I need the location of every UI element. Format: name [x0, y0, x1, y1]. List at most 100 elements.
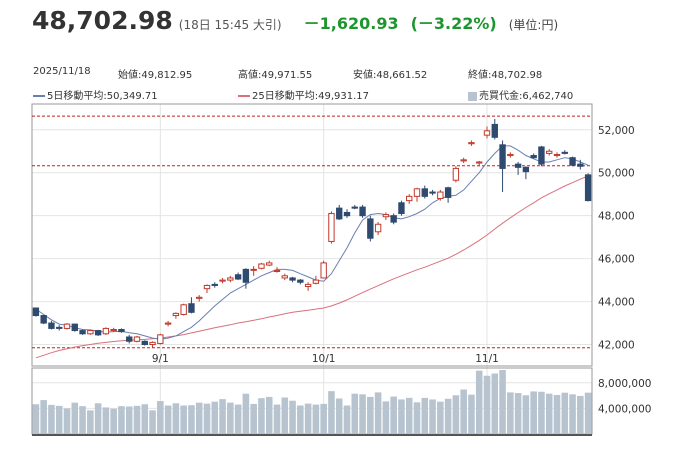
volume-bar: [125, 406, 133, 434]
volume-bar: [569, 394, 576, 434]
volume-bar: [195, 402, 203, 434]
volume-bar: [374, 392, 382, 434]
volume-bar: [79, 406, 86, 434]
volume-bar: [561, 392, 569, 434]
volume-bar: [281, 397, 289, 434]
volume-bar: [577, 395, 584, 434]
candle-body: [312, 279, 320, 284]
ma25-value: 49,931.17: [318, 91, 369, 102]
volume-bar: [530, 391, 537, 434]
volume-bar: [553, 394, 561, 434]
candle-body: [258, 263, 265, 269]
volume-bar: [273, 404, 281, 434]
candle-body: [437, 191, 444, 199]
candle-body: [289, 277, 296, 281]
candle-body: [141, 340, 148, 346]
candle-body: [561, 151, 568, 154]
volume-bar: [118, 406, 125, 434]
candle-body: [110, 328, 117, 332]
candle-body: [40, 315, 47, 324]
volume-bar: [468, 394, 475, 434]
volume-bar: [382, 401, 390, 434]
volume-bar: [219, 399, 226, 434]
volume-bar: [367, 396, 374, 434]
volume-baseline: [32, 434, 592, 436]
volume-bar: [351, 393, 359, 434]
volume-bar: [584, 392, 592, 434]
volume-bar: [304, 403, 312, 434]
ma5-value: 50,349.71: [106, 91, 158, 102]
quote-header: 48,702.98 (18日 15:45 大引) －1,620.93 (－3.22%)…: [32, 6, 558, 35]
volume-bar: [32, 404, 40, 434]
volume-bar: [164, 405, 172, 434]
volume-bar: [203, 403, 211, 434]
candle-body: [374, 223, 382, 233]
candle-body: [421, 188, 428, 197]
candle-body: [219, 279, 226, 282]
candle-body: [48, 322, 55, 329]
volume-bar: [405, 397, 413, 434]
candle-body: [553, 153, 561, 157]
date-tick-label: 10/1: [312, 353, 336, 365]
candle-body: [297, 279, 304, 283]
candle-body: [507, 153, 514, 157]
price-tick-label: 46,000: [598, 254, 635, 266]
price-panel-frame: [31, 103, 593, 367]
legend-volume: 売買代金:6,462,740: [468, 87, 573, 102]
date-tick-label: 9/1: [152, 353, 169, 365]
volume-bar: [460, 389, 467, 434]
candle-body: [94, 330, 102, 336]
volume-value: 6,462,740: [522, 91, 574, 102]
candle-body: [56, 326, 63, 329]
volume-bar: [483, 375, 491, 434]
close-label: 終値:: [468, 70, 492, 81]
volume-bar: [172, 403, 180, 434]
info-close: 終値:48,702.98: [468, 66, 542, 81]
current-price: 48,702.98: [32, 6, 173, 35]
volume-bar: [211, 401, 219, 434]
volume-bar: [328, 391, 335, 434]
candle-body: [133, 336, 141, 342]
price-tick-label: 50,000: [598, 168, 635, 180]
candle-body: [514, 163, 522, 168]
price-tick-label: 48,000: [598, 211, 635, 223]
volume-bar: [87, 410, 94, 434]
candle-body: [196, 296, 203, 299]
volume-bar: [437, 401, 444, 434]
candle-body: [460, 159, 467, 162]
candle-body: [149, 341, 156, 346]
volume-bar: [390, 396, 397, 434]
candle-body: [234, 274, 242, 280]
volume-bar: [141, 404, 149, 434]
legend-ma25: 25日移動平均:49,931.17: [238, 87, 369, 102]
volume-bar: [55, 405, 63, 434]
candle-body: [336, 207, 343, 220]
candle-body: [452, 167, 460, 181]
candle-body: [538, 146, 545, 165]
volume-bar: [514, 393, 522, 434]
candle-body: [71, 323, 78, 332]
volume-bar: [444, 398, 452, 434]
candle-body: [584, 174, 592, 202]
price-timestamp: (18日 15:45 大引): [178, 18, 282, 32]
candle-body: [429, 191, 436, 194]
volume-bar: [297, 405, 304, 434]
candle-body: [359, 206, 366, 217]
volume-bar: [48, 404, 55, 434]
volume-bar: [421, 397, 429, 434]
volume-bar: [499, 370, 506, 434]
volume-bar: [359, 394, 366, 434]
candle-body: [211, 283, 218, 286]
candle-body: [242, 268, 250, 283]
candle-body: [491, 123, 498, 138]
price-change-percent: (－3.22%): [410, 14, 497, 33]
volume-bar: [413, 402, 421, 434]
ma25-swatch-icon: [238, 95, 250, 97]
candle-body: [87, 330, 94, 335]
candle-body: [367, 218, 374, 239]
high-label: 高値:: [238, 70, 262, 81]
unit-label: (単位:円): [508, 18, 559, 32]
volume-bar: [133, 405, 141, 434]
candle-body: [304, 283, 312, 288]
candle-body: [227, 277, 234, 281]
